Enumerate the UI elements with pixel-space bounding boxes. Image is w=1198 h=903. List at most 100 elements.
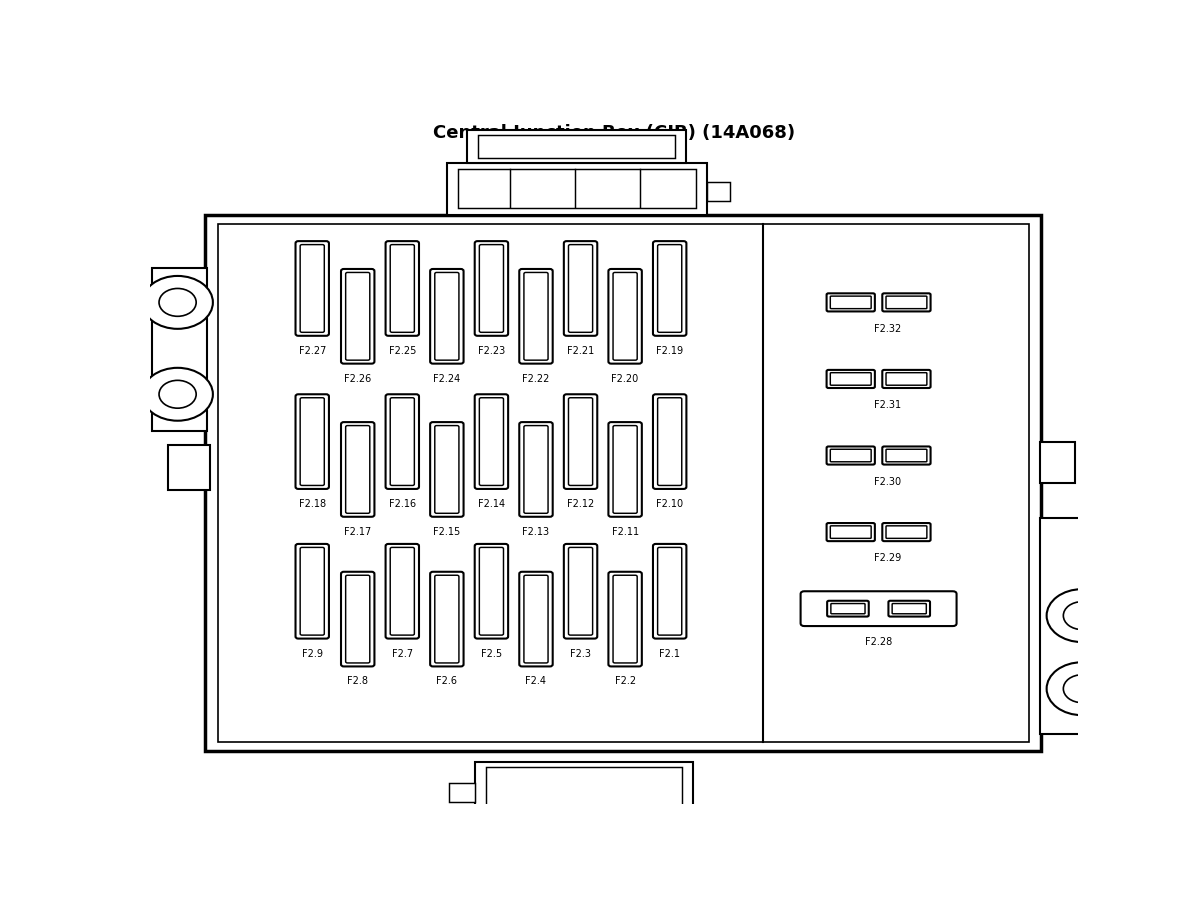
FancyBboxPatch shape <box>386 545 419 639</box>
Text: F2.17: F2.17 <box>344 526 371 536</box>
FancyBboxPatch shape <box>301 548 325 636</box>
FancyBboxPatch shape <box>658 548 682 636</box>
FancyBboxPatch shape <box>391 398 415 486</box>
FancyBboxPatch shape <box>524 273 547 361</box>
Text: F2.9: F2.9 <box>302 648 322 658</box>
Circle shape <box>1064 602 1101 630</box>
FancyBboxPatch shape <box>830 450 871 462</box>
Text: F2.31: F2.31 <box>875 400 901 410</box>
FancyBboxPatch shape <box>887 297 927 310</box>
FancyBboxPatch shape <box>474 242 508 337</box>
Text: F2.19: F2.19 <box>657 346 683 356</box>
FancyBboxPatch shape <box>524 575 547 663</box>
FancyBboxPatch shape <box>346 426 370 514</box>
FancyBboxPatch shape <box>341 270 375 364</box>
FancyBboxPatch shape <box>609 573 642 666</box>
FancyBboxPatch shape <box>827 447 875 465</box>
FancyBboxPatch shape <box>658 246 682 333</box>
Bar <box>168 445 210 491</box>
FancyBboxPatch shape <box>479 548 503 636</box>
FancyBboxPatch shape <box>435 273 459 361</box>
Text: F2.22: F2.22 <box>522 373 550 383</box>
Circle shape <box>143 276 213 330</box>
Text: F2.32: F2.32 <box>875 323 901 333</box>
FancyBboxPatch shape <box>301 398 325 486</box>
Text: F2.29: F2.29 <box>875 553 901 563</box>
FancyBboxPatch shape <box>564 242 598 337</box>
FancyBboxPatch shape <box>569 548 593 636</box>
FancyBboxPatch shape <box>887 450 927 462</box>
Text: F2.13: F2.13 <box>522 526 550 536</box>
Circle shape <box>159 381 196 409</box>
FancyBboxPatch shape <box>301 246 325 333</box>
FancyBboxPatch shape <box>519 573 552 666</box>
FancyBboxPatch shape <box>653 545 686 639</box>
FancyBboxPatch shape <box>800 591 956 627</box>
FancyBboxPatch shape <box>887 526 927 539</box>
FancyBboxPatch shape <box>430 423 464 517</box>
Text: F2.1: F2.1 <box>659 648 680 658</box>
FancyBboxPatch shape <box>474 395 508 489</box>
FancyBboxPatch shape <box>827 370 875 388</box>
FancyBboxPatch shape <box>653 242 686 337</box>
FancyBboxPatch shape <box>479 398 503 486</box>
FancyBboxPatch shape <box>831 604 865 614</box>
FancyBboxPatch shape <box>609 270 642 364</box>
FancyBboxPatch shape <box>564 545 598 639</box>
FancyBboxPatch shape <box>830 526 871 539</box>
FancyBboxPatch shape <box>386 242 419 337</box>
Bar <box>458 170 696 209</box>
Bar <box>152 268 207 432</box>
FancyBboxPatch shape <box>524 426 547 514</box>
Text: Central Junction Box (CJB) (14A068): Central Junction Box (CJB) (14A068) <box>432 124 795 142</box>
Circle shape <box>1064 675 1101 703</box>
FancyBboxPatch shape <box>830 373 871 386</box>
FancyBboxPatch shape <box>430 270 464 364</box>
FancyBboxPatch shape <box>569 398 593 486</box>
FancyBboxPatch shape <box>889 601 930 617</box>
Bar <box>1040 518 1096 734</box>
FancyBboxPatch shape <box>430 573 464 666</box>
Text: F2.11: F2.11 <box>611 526 639 536</box>
FancyBboxPatch shape <box>609 423 642 517</box>
Circle shape <box>1047 590 1118 642</box>
Bar <box>218 225 1029 742</box>
FancyBboxPatch shape <box>391 246 415 333</box>
Text: F2.23: F2.23 <box>478 346 506 356</box>
FancyBboxPatch shape <box>296 242 329 337</box>
Text: F2.7: F2.7 <box>392 648 413 658</box>
Text: F2.12: F2.12 <box>567 498 594 508</box>
FancyBboxPatch shape <box>613 426 637 514</box>
FancyBboxPatch shape <box>346 273 370 361</box>
Bar <box>467 131 686 164</box>
Text: F2.26: F2.26 <box>344 373 371 383</box>
FancyBboxPatch shape <box>887 373 927 386</box>
FancyBboxPatch shape <box>658 398 682 486</box>
FancyBboxPatch shape <box>882 370 931 388</box>
Text: F2.4: F2.4 <box>526 675 546 685</box>
FancyBboxPatch shape <box>613 273 637 361</box>
Text: F2.20: F2.20 <box>611 373 639 383</box>
FancyBboxPatch shape <box>435 426 459 514</box>
Text: F2.8: F2.8 <box>347 675 368 685</box>
Text: F2.30: F2.30 <box>875 476 901 486</box>
Text: F2.18: F2.18 <box>298 498 326 508</box>
Text: F2.10: F2.10 <box>657 498 683 508</box>
Text: F2.6: F2.6 <box>436 675 458 685</box>
FancyBboxPatch shape <box>519 270 552 364</box>
Bar <box>449 783 474 802</box>
FancyBboxPatch shape <box>435 575 459 663</box>
FancyBboxPatch shape <box>569 246 593 333</box>
Bar <box>206 216 1041 751</box>
FancyBboxPatch shape <box>386 395 419 489</box>
FancyBboxPatch shape <box>827 294 875 312</box>
FancyBboxPatch shape <box>830 297 871 310</box>
FancyBboxPatch shape <box>893 604 926 614</box>
Text: F2.25: F2.25 <box>388 346 416 356</box>
Text: F2.16: F2.16 <box>388 498 416 508</box>
Text: F2.21: F2.21 <box>567 346 594 356</box>
Text: F2.15: F2.15 <box>434 526 460 536</box>
FancyBboxPatch shape <box>341 423 375 517</box>
FancyBboxPatch shape <box>341 573 375 666</box>
FancyBboxPatch shape <box>519 423 552 517</box>
